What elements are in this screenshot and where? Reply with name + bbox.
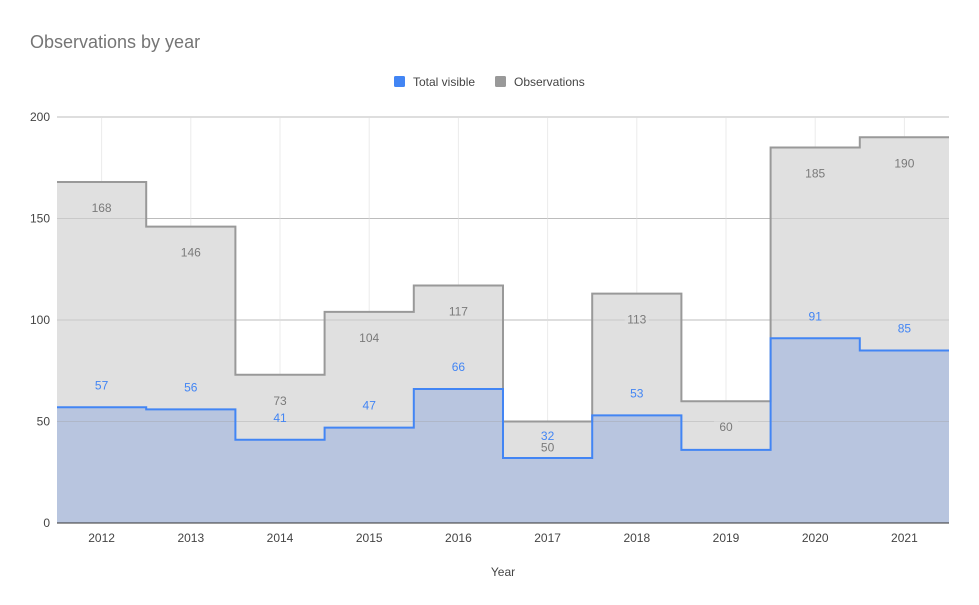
- data-label-total-visible-2017: 32: [541, 429, 555, 443]
- chart-title: Observations by year: [30, 32, 200, 52]
- data-label-bg-observations-2019: [714, 420, 738, 435]
- data-label-observations-2015: 104: [359, 331, 379, 345]
- data-label-total-visible-2018: 53: [630, 386, 644, 400]
- x-tick-label-2016: 2016: [445, 531, 472, 545]
- legend-label-total-visible: Total visible: [413, 75, 475, 89]
- y-tick-label-50: 50: [37, 415, 51, 429]
- line-observations: [57, 136, 949, 423]
- data-label-bg-observations-2017: [535, 440, 560, 455]
- legend: Total visible Observations: [394, 75, 585, 89]
- legend-swatch-total-visible: [394, 76, 405, 87]
- data-label-observations-2013: 146: [181, 246, 201, 260]
- data-label-bg-observations-2013: [178, 245, 203, 260]
- data-label-total-visible-2014: 41: [273, 411, 287, 425]
- line-total-visible: [57, 337, 949, 460]
- x-tick-label-2020: 2020: [802, 531, 829, 545]
- data-label-observations-2014: 73: [273, 394, 287, 408]
- data-label-total-visible-2013: 56: [184, 380, 198, 394]
- x-axis-title: Year: [491, 565, 515, 579]
- data-label-observations-2021: 190: [894, 156, 914, 170]
- plot-area: 0 50 100 150 200 2012 2013 2014 2015 2016 2017 2018…: [30, 110, 949, 545]
- data-label-total-visible-2012: 57: [95, 378, 109, 392]
- y-tick-label-100: 100: [30, 313, 50, 327]
- x-tick-label-2013: 2013: [177, 531, 204, 545]
- data-label-bg-observations-2016: [446, 304, 471, 319]
- data-label-observations-2020: 185: [805, 166, 825, 180]
- data-label-bg-observations-2015: [357, 330, 382, 345]
- x-tick-label-2015: 2015: [356, 531, 383, 545]
- x-tick-label-2014: 2014: [267, 531, 294, 545]
- data-label-bg-observations-2020: [803, 166, 828, 181]
- data-label-total-visible-2020: 91: [809, 309, 823, 323]
- y-tick-label-200: 200: [30, 110, 50, 124]
- x-tick-label-2018: 2018: [623, 531, 650, 545]
- data-label-total-visible-2015: 47: [363, 399, 377, 413]
- x-tick-label-2021: 2021: [891, 531, 918, 545]
- data-label-bg-observations-2021: [892, 156, 917, 171]
- legend-label-observations: Observations: [514, 75, 585, 89]
- x-tick-label-2012: 2012: [88, 531, 115, 545]
- x-tick-label-2017: 2017: [534, 531, 561, 545]
- data-label-bg-observations-2012: [89, 200, 114, 215]
- data-label-observations-2018: 113: [627, 313, 646, 327]
- y-tick-label-0: 0: [43, 516, 50, 530]
- data-label-observations-2019: 60: [719, 420, 733, 434]
- data-label-observations-2017: 50: [541, 441, 555, 455]
- x-tick-label-2019: 2019: [713, 531, 740, 545]
- legend-swatch-observations: [495, 76, 506, 87]
- data-label-bg-observations-2018: [624, 312, 649, 327]
- y-tick-label-150: 150: [30, 212, 50, 226]
- data-label-observations-2012: 168: [92, 201, 112, 215]
- data-label-total-visible-2021: 85: [898, 321, 912, 335]
- legend-item-observations[interactable]: Observations: [495, 75, 585, 89]
- data-label-observations-2016: 117: [449, 304, 468, 318]
- data-label-total-visible-2016: 66: [452, 360, 466, 374]
- legend-item-total-visible[interactable]: Total visible: [394, 75, 475, 89]
- data-label-bg-observations-2014: [268, 393, 292, 408]
